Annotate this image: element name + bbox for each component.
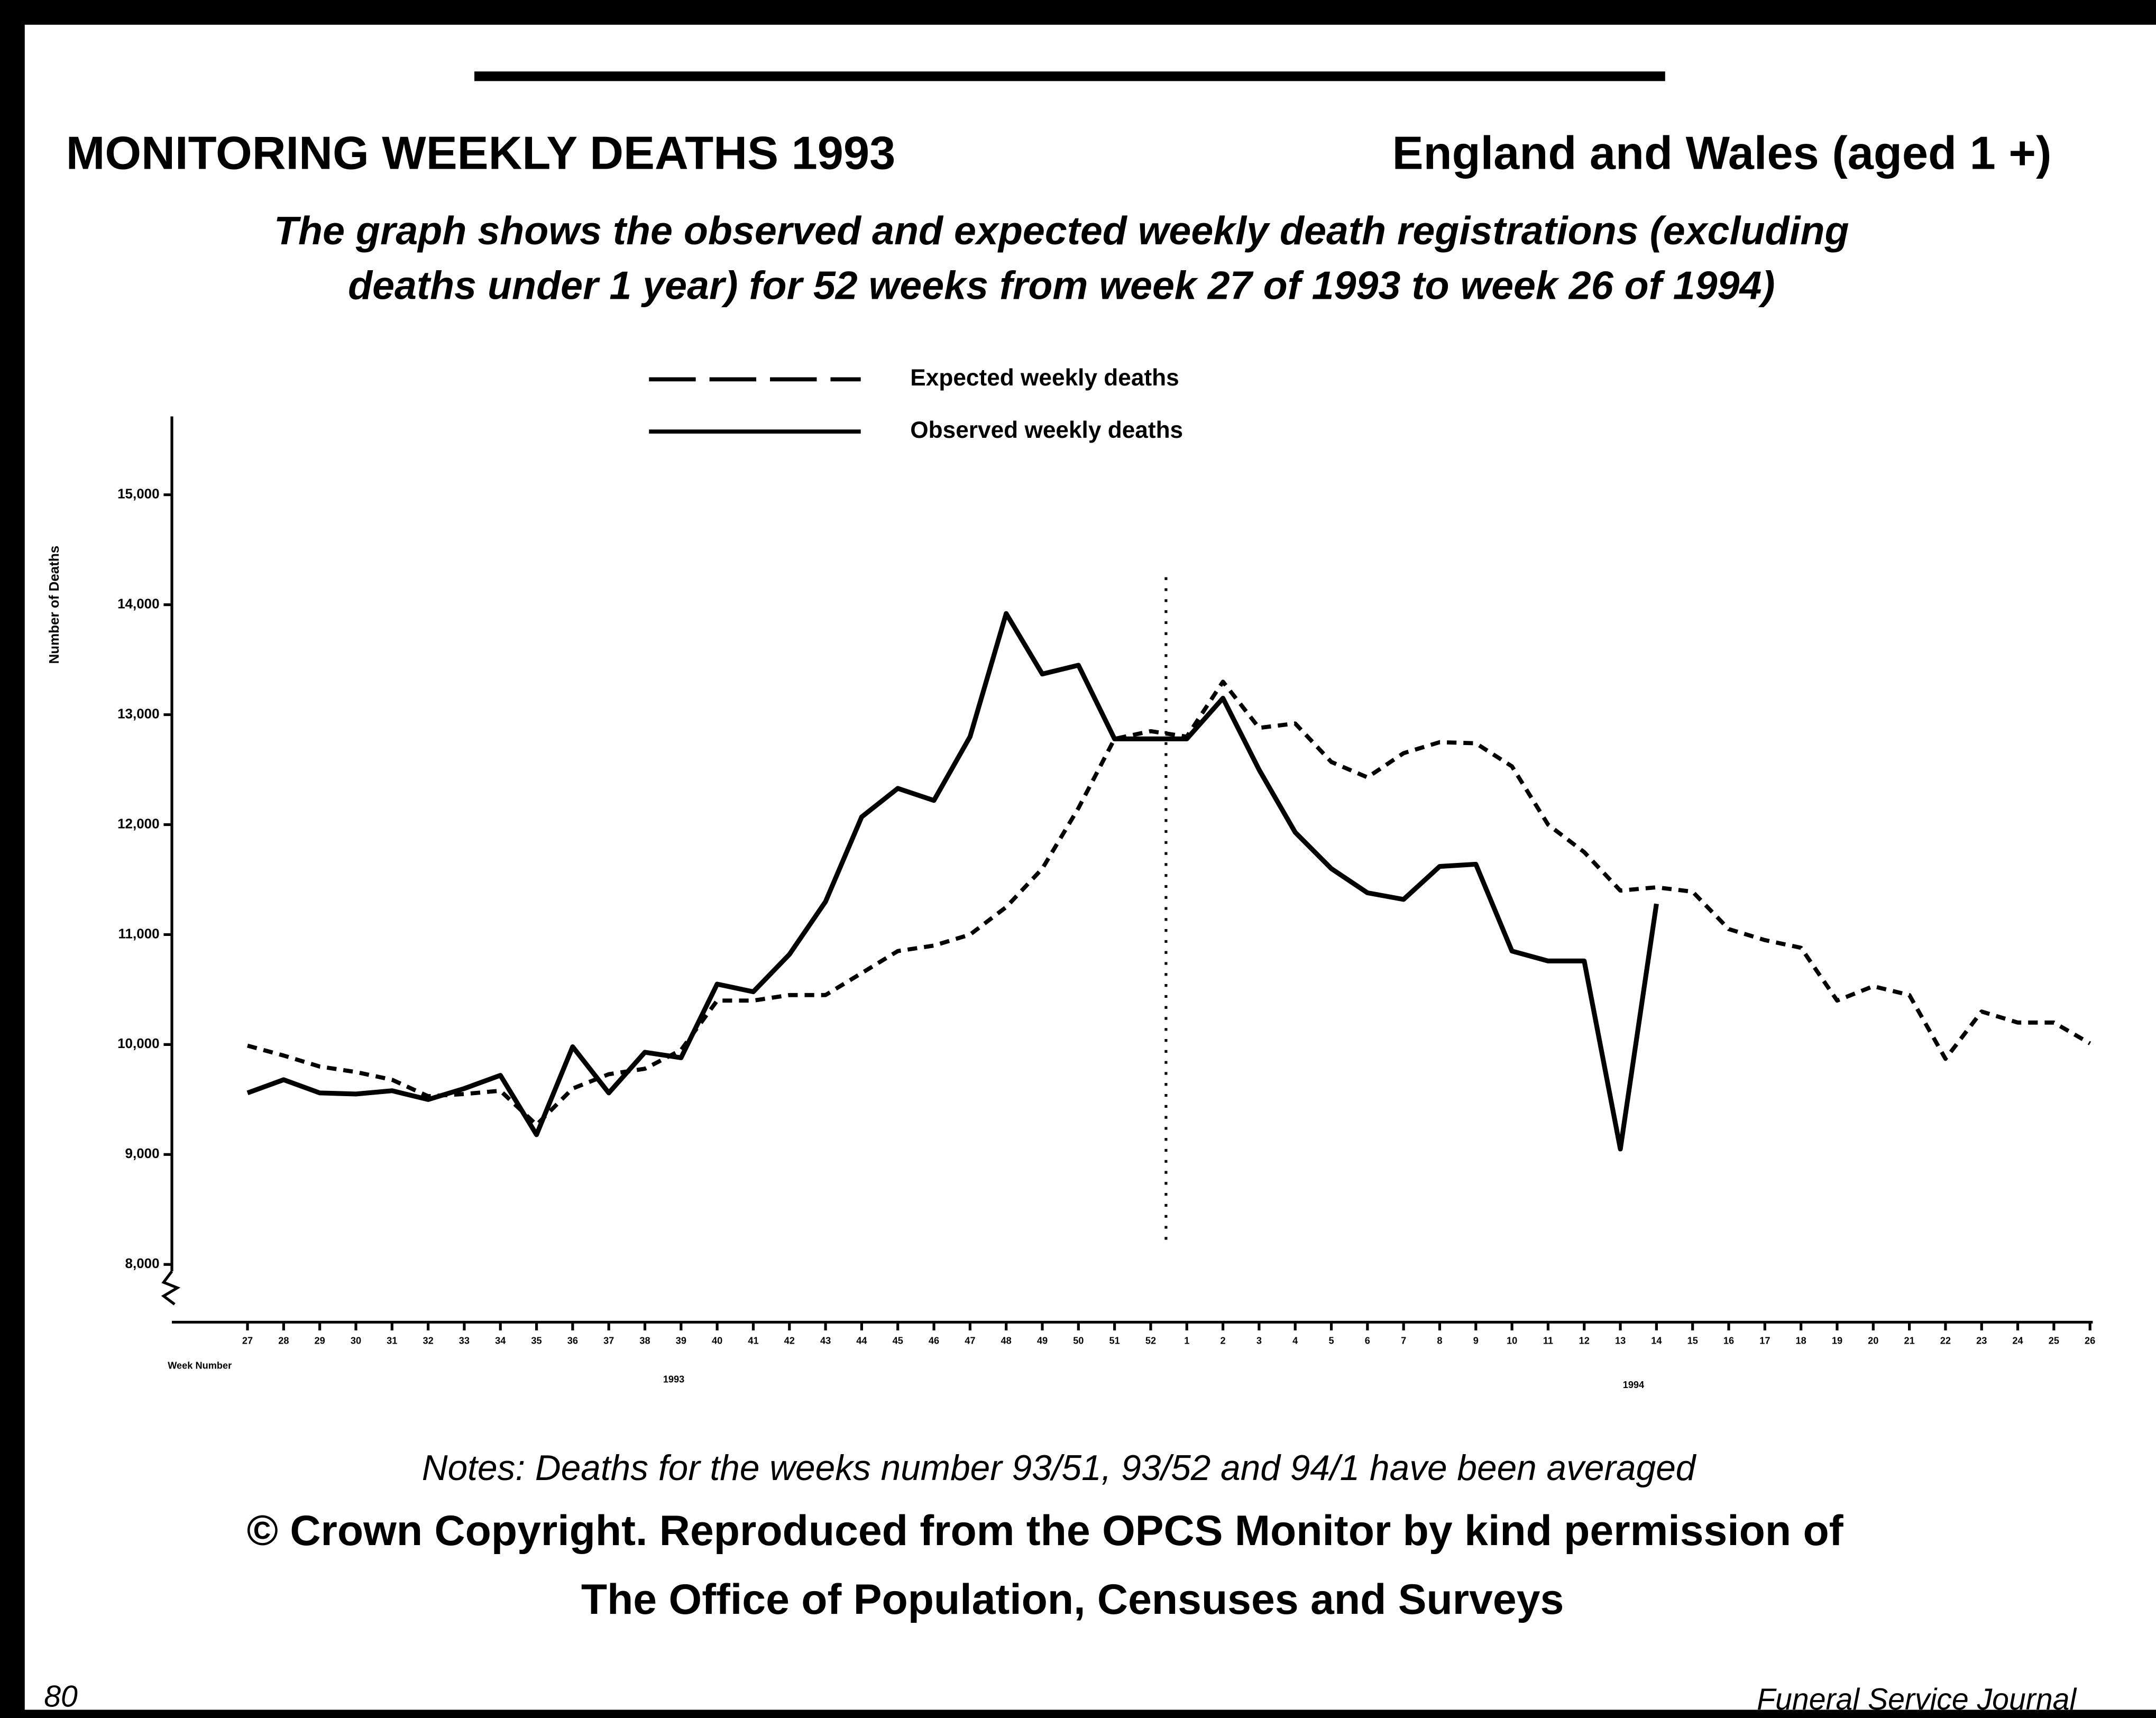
title-right: England and Wales (aged 1 +) [1392, 127, 2052, 179]
x-tick-label: 5 [1328, 1336, 1334, 1346]
x-tick-label: 16 [1723, 1336, 1734, 1346]
x-tick-label: 44 [856, 1336, 867, 1346]
x-tick-label: 45 [893, 1336, 903, 1346]
y-axis-label: Number of Deaths [46, 546, 62, 664]
y-tick-label: 14,000 [117, 596, 159, 612]
x-tick-label: 18 [1796, 1336, 1806, 1346]
x-tick-label: 40 [712, 1336, 722, 1346]
copyright: The Office of Population, Censuses and S… [581, 1576, 1564, 1623]
y-tick-label: 11,000 [118, 925, 160, 941]
x-tick-label: 31 [387, 1336, 397, 1346]
x-tick-label: 15 [1687, 1336, 1698, 1346]
year-label: 1994 [1623, 1380, 1645, 1390]
x-tick-label: 7 [1401, 1336, 1406, 1346]
y-tick-label: 10,000 [117, 1035, 159, 1051]
y-tick-label: 12,000 [117, 815, 159, 831]
x-tick-label: 34 [495, 1336, 506, 1346]
x-tick-label: 27 [242, 1336, 253, 1346]
x-tick-label: 4 [1292, 1336, 1298, 1346]
x-tick-label: 26 [2085, 1336, 2095, 1346]
x-tick-label: 23 [1976, 1336, 1987, 1346]
x-tick-label: 33 [459, 1336, 470, 1346]
x-tick-label: 51 [1109, 1336, 1120, 1346]
x-tick-label: 2 [1221, 1336, 1226, 1346]
subtitle: The graph shows the observed and expecte… [274, 208, 1849, 253]
x-tick-label: 30 [351, 1336, 361, 1346]
x-tick-label: 37 [603, 1336, 614, 1346]
y-tick-label: 9,000 [125, 1145, 160, 1161]
x-tick-label: 20 [1868, 1336, 1878, 1346]
x-tick-label: 36 [567, 1336, 578, 1346]
x-tick-label: 52 [1145, 1336, 1156, 1346]
journal: Funeral Service Journal [1757, 1683, 2077, 1716]
subtitle: deaths under 1 year) for 52 weeks from w… [348, 263, 1775, 308]
x-tick-label: 19 [1832, 1336, 1842, 1346]
x-tick-label: 29 [315, 1336, 325, 1346]
notes: Notes: Deaths for the weeks number 93/51… [422, 1448, 1697, 1488]
x-tick-label: 13 [1615, 1336, 1626, 1346]
y-tick-label: 13,000 [117, 705, 159, 721]
top-border [0, 0, 2156, 25]
y-tick-label: 8,000 [125, 1255, 160, 1271]
x-tick-label: 25 [2049, 1336, 2059, 1346]
x-tick-label: 24 [2012, 1336, 2023, 1346]
x-tick-label: 49 [1037, 1336, 1048, 1346]
x-tick-label: 42 [784, 1336, 795, 1346]
x-tick-label: 8 [1437, 1336, 1442, 1346]
left-border [0, 0, 25, 1718]
year-label: 1993 [663, 1374, 684, 1384]
bottom-border [0, 1710, 2156, 1718]
title: MONITORING WEEKLY DEATHS 1993 [66, 127, 895, 179]
x-tick-label: 10 [1507, 1336, 1517, 1346]
x-tick-label: 12 [1579, 1336, 1590, 1346]
x-tick-label: 50 [1073, 1336, 1084, 1346]
legend-label: Expected weekly deaths [910, 365, 1179, 391]
x-tick-label: 35 [531, 1336, 542, 1346]
series-line [246, 679, 2091, 1127]
x-tick-label: 47 [965, 1336, 975, 1346]
x-tick-label: 3 [1256, 1336, 1262, 1346]
x-tick-label: 38 [639, 1336, 650, 1346]
x-tick-label: 11 [1543, 1336, 1553, 1346]
x-tick-label: 17 [1759, 1336, 1770, 1346]
x-tick-label: 1 [1184, 1336, 1189, 1346]
x-tick-label: 48 [1001, 1336, 1012, 1346]
copyright: © Crown Copyright. Reproduced from the O… [247, 1507, 1843, 1555]
page-number: 80 [44, 1680, 78, 1714]
x-tick-label: 6 [1365, 1336, 1370, 1346]
legend-label: Observed weekly deaths [910, 417, 1183, 443]
x-tick-label: 39 [676, 1336, 686, 1346]
series-line [246, 611, 1659, 1152]
x-tick-label: 46 [929, 1336, 939, 1346]
y-tick-label: 15,000 [117, 486, 159, 502]
x-tick-label: 14 [1651, 1336, 1662, 1346]
x-tick-label: 32 [423, 1336, 433, 1346]
x-tick-label: 41 [748, 1336, 758, 1346]
x-tick-label: 28 [278, 1336, 289, 1346]
x-axis-label: Week Number [168, 1360, 232, 1371]
x-tick-label: 9 [1473, 1336, 1479, 1346]
rule [474, 71, 1665, 81]
x-tick-label: 21 [1904, 1336, 1914, 1346]
x-tick-label: 22 [1940, 1336, 1951, 1346]
axis-break [161, 1270, 181, 1306]
x-tick-label: 43 [820, 1336, 831, 1346]
